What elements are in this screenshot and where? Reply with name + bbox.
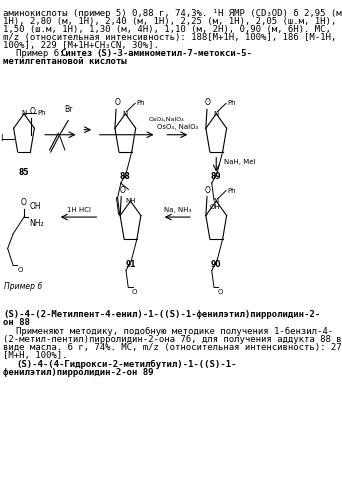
Text: Пример 6: Пример 6 — [4, 282, 42, 291]
Text: Применяют методику, подобную методике получения 1-бензил-4-: Применяют методику, подобную методике по… — [16, 327, 333, 336]
Text: Ph: Ph — [227, 188, 236, 194]
Text: [M+H, 100%].: [M+H, 100%]. — [3, 351, 68, 360]
Text: 91: 91 — [125, 260, 136, 269]
Text: OH: OH — [29, 202, 41, 211]
Text: N: N — [214, 198, 219, 204]
Text: OH: OH — [210, 204, 220, 210]
Text: O: O — [119, 186, 125, 195]
Text: 88: 88 — [120, 173, 131, 182]
Text: 1H HCl: 1H HCl — [67, 207, 91, 213]
Text: O: O — [114, 98, 120, 107]
Text: (S)-3-аминометил-7-метокси-5-: (S)-3-аминометил-7-метокси-5- — [97, 49, 253, 58]
Text: Ph: Ph — [136, 100, 145, 106]
Text: 89: 89 — [211, 173, 222, 182]
Text: Br: Br — [64, 105, 73, 114]
Text: Синтез: Синтез — [61, 49, 93, 58]
Text: (S)-4-(4-Гидрокси-2-метилбутил)-1-((S)-1-: (S)-4-(4-Гидрокси-2-метилбутил)-1-((S)-1… — [16, 360, 237, 369]
Text: NH₂: NH₂ — [29, 219, 44, 228]
Text: Пример 6:: Пример 6: — [16, 49, 65, 58]
Text: O: O — [205, 98, 211, 107]
Text: O: O — [29, 107, 35, 116]
Text: m/z (относительная интенсивность): 188[M+1H, 100%], 186 [M-1H,: m/z (относительная интенсивность): 188[M… — [3, 33, 337, 42]
Text: OsO₄, NaIO₄: OsO₄, NaIO₄ — [157, 124, 198, 130]
Text: Na, NH₃: Na, NH₃ — [164, 207, 191, 213]
Text: 1,50 (ш.м, 1H), 1,30 (м, 4H), 1,10 (м, 2H), 0,90 (м, 6H). МС,: 1,50 (ш.м, 1H), 1,30 (м, 4H), 1,10 (м, 2… — [3, 25, 331, 34]
Text: (S)-4-(2-Метилпент-4-енил)-1-((S)-1-фенилэтил)пирролидин-2-: (S)-4-(2-Метилпент-4-енил)-1-((S)-1-фени… — [3, 310, 320, 319]
Text: N: N — [22, 110, 27, 116]
Text: O: O — [18, 267, 24, 273]
Text: метилгептановой кислоты: метилгептановой кислоты — [3, 57, 127, 66]
Text: O: O — [205, 186, 211, 195]
Text: (2-метил-пентил)пирролидин-2-она 76, для получения аддукта 88 в: (2-метил-пентил)пирролидин-2-она 76, для… — [3, 335, 342, 344]
Text: 1H), 2,80 (м, 1H), 2,40 (м, 1H), 2,25 (м, 1H), 2,05 (ш.м, 1H),: 1H), 2,80 (м, 1H), 2,40 (м, 1H), 2,25 (м… — [3, 17, 337, 26]
Text: 100%], 229 [M+1H+CH₃CN, 30%].: 100%], 229 [M+1H+CH₃CN, 30%]. — [3, 41, 159, 50]
Text: он 88: он 88 — [3, 318, 30, 327]
Text: аминокислоты (пример 5) 0,88 г, 74,3%. ¹H ЯМР (CD₃OD) δ 2,95 (м,: аминокислоты (пример 5) 0,88 г, 74,3%. ¹… — [3, 9, 342, 18]
Text: OsO₄,NaIO₄: OsO₄,NaIO₄ — [149, 117, 185, 122]
Text: NaH, MeI: NaH, MeI — [224, 159, 255, 165]
Text: O: O — [21, 198, 27, 207]
Text: Ph: Ph — [227, 100, 236, 106]
Text: N: N — [214, 111, 219, 117]
Text: I: I — [0, 134, 2, 143]
Text: O: O — [218, 289, 223, 295]
Text: O: O — [132, 289, 137, 295]
Text: N: N — [123, 111, 128, 117]
Text: виде масла. 6 г, 74%. МС, m/z (относительная интенсивность): 272: виде масла. 6 г, 74%. МС, m/z (относител… — [3, 343, 342, 352]
Text: Ph: Ph — [37, 110, 46, 116]
Text: NH: NH — [125, 198, 136, 204]
Text: 85: 85 — [19, 168, 29, 177]
Text: 90: 90 — [211, 260, 222, 269]
Text: фенилэтил)пирролидин-2-он 89: фенилэтил)пирролидин-2-он 89 — [3, 368, 154, 377]
